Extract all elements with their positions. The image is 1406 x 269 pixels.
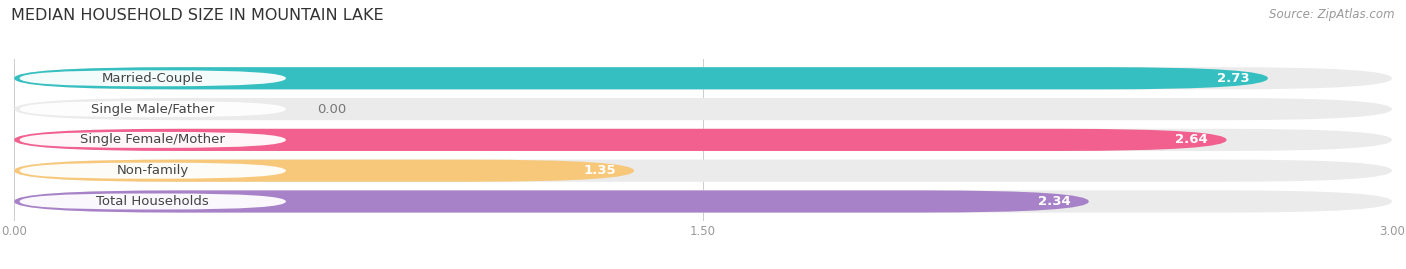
FancyBboxPatch shape (14, 98, 1392, 120)
FancyBboxPatch shape (14, 190, 1392, 213)
FancyBboxPatch shape (20, 132, 285, 148)
Text: Married-Couple: Married-Couple (101, 72, 204, 85)
FancyBboxPatch shape (14, 67, 1268, 89)
Text: 2.34: 2.34 (1038, 195, 1070, 208)
FancyBboxPatch shape (20, 70, 285, 86)
Text: 1.35: 1.35 (583, 164, 616, 177)
Text: MEDIAN HOUSEHOLD SIZE IN MOUNTAIN LAKE: MEDIAN HOUSEHOLD SIZE IN MOUNTAIN LAKE (11, 8, 384, 23)
FancyBboxPatch shape (20, 101, 285, 117)
Text: Non-family: Non-family (117, 164, 188, 177)
FancyBboxPatch shape (14, 129, 1392, 151)
Text: Single Male/Father: Single Male/Father (91, 102, 214, 116)
FancyBboxPatch shape (14, 67, 1392, 89)
Text: Source: ZipAtlas.com: Source: ZipAtlas.com (1270, 8, 1395, 21)
Text: 2.73: 2.73 (1218, 72, 1250, 85)
Text: 2.64: 2.64 (1175, 133, 1208, 146)
Text: Total Households: Total Households (97, 195, 209, 208)
FancyBboxPatch shape (14, 160, 1392, 182)
FancyBboxPatch shape (14, 160, 634, 182)
Text: Single Female/Mother: Single Female/Mother (80, 133, 225, 146)
FancyBboxPatch shape (20, 163, 285, 179)
Text: 0.00: 0.00 (318, 102, 346, 116)
FancyBboxPatch shape (14, 190, 1088, 213)
FancyBboxPatch shape (14, 129, 1226, 151)
FancyBboxPatch shape (20, 193, 285, 210)
